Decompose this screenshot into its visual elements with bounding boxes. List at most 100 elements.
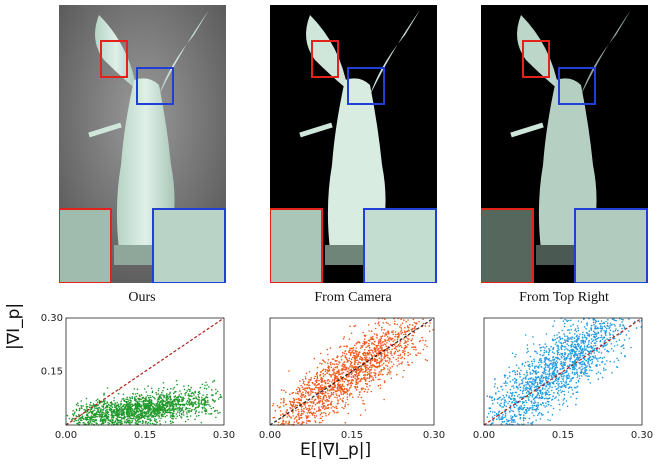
data-point — [383, 353, 386, 356]
data-point — [539, 364, 541, 366]
data-point — [528, 399, 530, 402]
data-point — [352, 376, 355, 379]
data-point — [398, 345, 401, 348]
data-point — [164, 415, 167, 418]
data-point — [623, 327, 626, 330]
data-point — [544, 343, 547, 345]
data-point — [575, 391, 578, 394]
data-point — [330, 392, 333, 394]
data-point — [364, 370, 367, 373]
data-point — [574, 329, 576, 332]
data-point — [342, 397, 345, 400]
data-point — [118, 410, 121, 412]
data-point — [387, 368, 389, 370]
data-point — [583, 345, 586, 348]
data-point — [91, 423, 93, 425]
data-point — [162, 410, 164, 413]
data-point — [542, 376, 545, 379]
data-point — [76, 415, 79, 418]
data-point — [521, 363, 524, 366]
data-point — [504, 380, 507, 383]
data-point — [553, 352, 555, 355]
data-point — [351, 365, 354, 367]
data-point — [308, 394, 310, 397]
data-point — [516, 370, 519, 373]
y-tick-label: 0.30 — [41, 313, 63, 324]
data-point — [309, 404, 311, 407]
data-point — [331, 400, 333, 403]
data-point — [187, 397, 190, 400]
data-point — [131, 405, 134, 407]
data-point — [80, 413, 83, 416]
data-point — [301, 394, 303, 397]
data-point — [498, 404, 501, 406]
data-point — [614, 325, 616, 327]
data-point — [356, 382, 359, 385]
data-point — [547, 383, 550, 386]
data-point — [101, 422, 103, 425]
data-point — [311, 398, 313, 400]
data-point — [421, 336, 423, 339]
data-point — [593, 352, 596, 354]
data-point — [390, 371, 392, 373]
data-point — [118, 420, 121, 422]
data-point — [315, 415, 318, 417]
data-point — [596, 364, 598, 366]
data-point — [151, 395, 154, 398]
data-point — [367, 388, 370, 391]
data-point — [76, 402, 79, 405]
data-point — [540, 384, 542, 387]
data-point — [365, 334, 367, 337]
data-point — [330, 407, 333, 409]
data-point — [600, 334, 603, 337]
data-point — [544, 382, 546, 385]
data-point — [207, 401, 209, 404]
data-point — [505, 401, 507, 403]
data-point — [572, 360, 574, 363]
data-point — [285, 420, 287, 423]
data-point — [294, 416, 297, 419]
data-point — [145, 396, 147, 398]
data-point — [512, 391, 514, 394]
data-point — [402, 351, 405, 353]
data-point — [575, 365, 578, 367]
data-point — [174, 404, 176, 406]
data-point — [531, 396, 533, 398]
data-point — [327, 399, 329, 402]
data-point — [168, 393, 170, 396]
data-point — [117, 406, 120, 408]
data-point — [393, 353, 396, 355]
data-point — [355, 371, 358, 373]
data-point — [303, 421, 305, 424]
data-point — [512, 379, 514, 381]
data-point — [503, 396, 506, 399]
data-point — [332, 393, 335, 396]
data-point — [594, 326, 597, 329]
data-point — [600, 330, 602, 333]
data-point — [178, 403, 180, 406]
data-point — [169, 395, 172, 398]
data-point — [100, 420, 102, 422]
data-point — [577, 381, 580, 383]
data-point — [312, 391, 314, 394]
data-point — [533, 408, 535, 411]
data-point — [168, 400, 170, 403]
data-point — [511, 352, 514, 355]
data-point — [560, 375, 563, 377]
data-point — [90, 404, 92, 407]
data-point — [183, 388, 186, 391]
data-point — [306, 383, 309, 386]
data-point — [341, 365, 344, 367]
data-point — [367, 345, 369, 348]
data-point — [580, 340, 582, 342]
data-point — [348, 373, 351, 376]
data-point — [372, 335, 374, 338]
data-point — [601, 336, 603, 339]
data-point — [378, 363, 381, 365]
data-point — [399, 353, 402, 356]
data-point — [378, 339, 380, 341]
data-point — [386, 373, 389, 376]
data-point — [532, 370, 535, 373]
data-point — [545, 402, 547, 405]
data-point — [376, 347, 378, 349]
